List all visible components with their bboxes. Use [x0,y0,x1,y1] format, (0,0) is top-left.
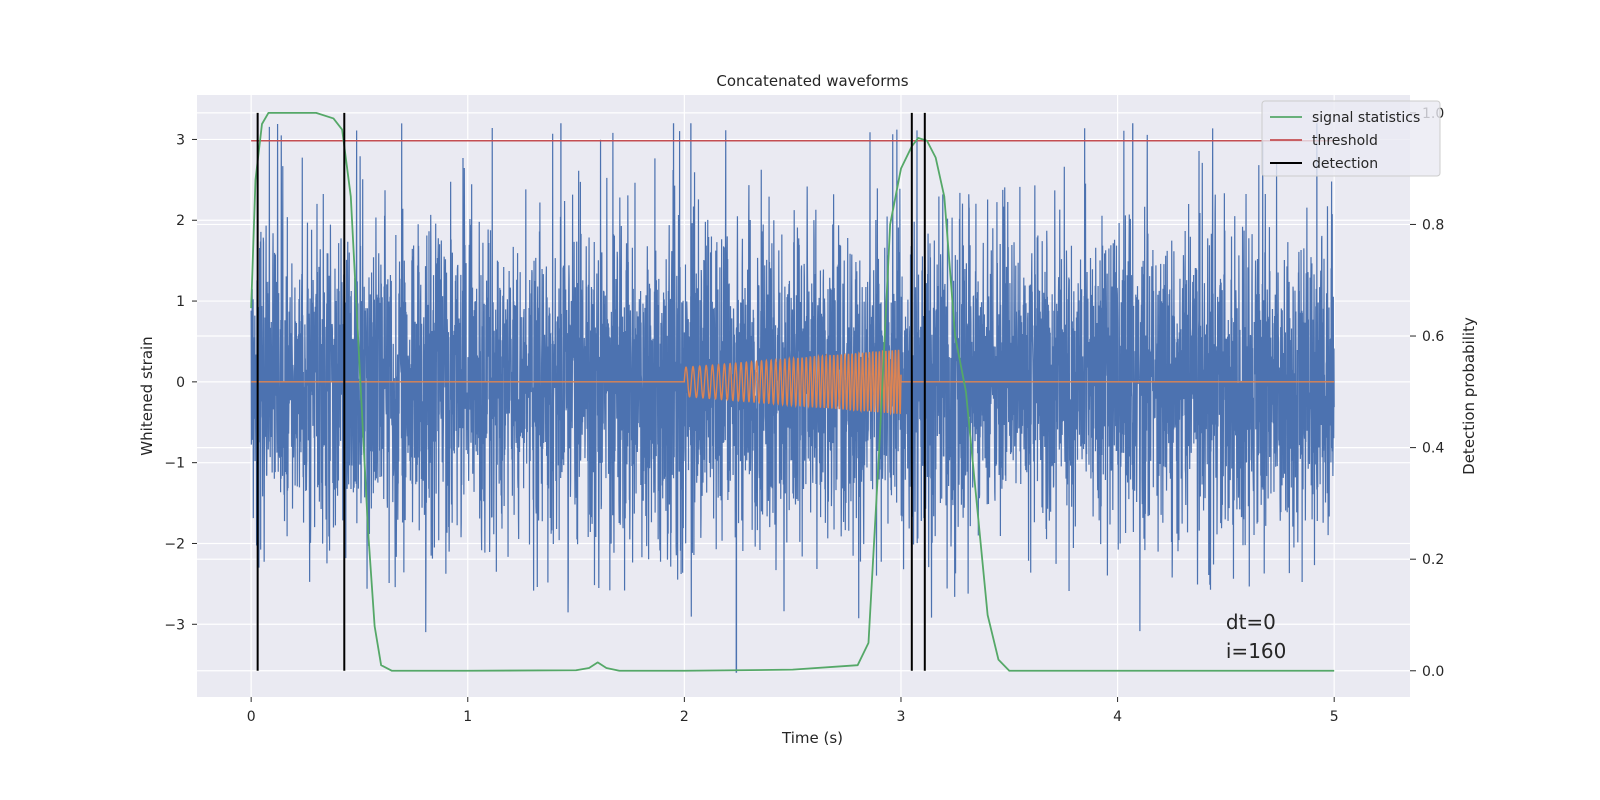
y-right-tick-label: 0.2 [1422,552,1444,568]
y-left-tick-label: 0 [176,375,185,391]
y-axis-left-label: Whitened strain [138,336,156,455]
y-left-tick-label: 3 [176,132,185,148]
legend-item-signal-statistics: signal statistics [1270,110,1420,126]
annotation-dt: dt=0 [1226,610,1276,634]
x-tick-label: 0 [247,709,256,725]
legend-box [1261,100,1441,177]
y-right-tick-label: 0.8 [1422,217,1444,233]
y-right-tick-label: 0.0 [1422,664,1444,680]
series-signal-statistics [250,111,1335,672]
y-left-tick-label: −1 [164,456,185,472]
y-left-tick-label: 2 [176,213,185,229]
y-left-tick-label: −3 [164,617,185,633]
x-tick-label: 3 [897,709,906,725]
legend: signal statistics threshold detection [1261,100,1441,177]
series-whitened-strain-noise [250,123,1335,633]
legend-item-threshold: threshold [1270,133,1378,149]
y-axis-right-label: Detection probability [1460,317,1478,475]
x-axis-label: Time (s) [781,729,843,747]
legend-label-threshold: threshold [1312,133,1378,149]
legend-label-detection: detection [1312,156,1378,172]
x-tick-label: 1 [463,709,472,725]
series-injected-chirp [251,349,1335,416]
annotation-index: i=160 [1226,639,1287,663]
y-right-tick-label: 0.4 [1422,441,1444,457]
legend-item-detection: detection [1270,156,1378,172]
y-right-tick-label: 0.6 [1422,329,1444,345]
y-left-tick-label: −2 [164,536,185,552]
chart-title: Concatenated waveforms [716,72,908,90]
y-left-tick-label: 1 [176,294,185,310]
legend-label-signal-statistics: signal statistics [1312,110,1420,126]
x-tick-label: 5 [1330,709,1339,725]
x-tick-label: 2 [680,709,689,725]
x-tick-label: 4 [1113,709,1122,725]
